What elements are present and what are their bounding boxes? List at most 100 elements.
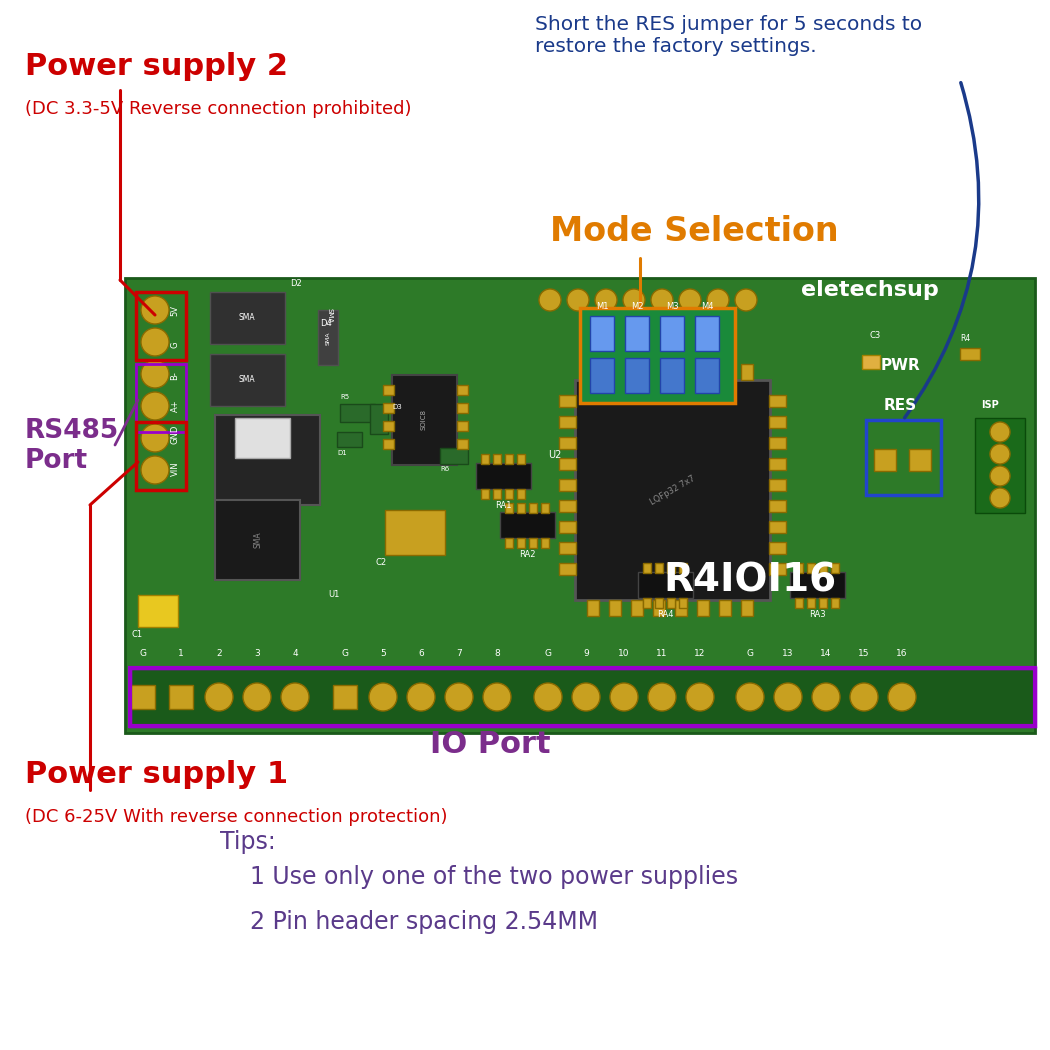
Bar: [769, 500, 786, 512]
Text: SMA: SMA: [327, 309, 333, 323]
Text: (DC 6-25V With reverse connection protection): (DC 6-25V With reverse connection protec…: [25, 808, 447, 826]
Bar: [679, 563, 687, 573]
Bar: [769, 479, 786, 491]
Bar: [667, 563, 675, 573]
Circle shape: [736, 682, 764, 711]
Text: 5: 5: [380, 649, 386, 658]
Bar: [517, 503, 525, 513]
Bar: [909, 449, 931, 471]
Circle shape: [735, 289, 757, 311]
Bar: [559, 521, 576, 533]
Bar: [975, 418, 1025, 513]
Bar: [667, 598, 675, 608]
Text: RA3: RA3: [810, 610, 825, 620]
Text: R5: R5: [340, 394, 349, 400]
Circle shape: [888, 682, 916, 711]
Text: M2: M2: [631, 302, 644, 311]
Bar: [138, 595, 179, 627]
Bar: [517, 489, 525, 499]
Text: RA1: RA1: [496, 501, 511, 510]
Bar: [609, 600, 621, 616]
Text: 16: 16: [897, 649, 908, 658]
Circle shape: [686, 682, 714, 711]
Bar: [769, 563, 786, 575]
Text: 2 Pin header spacing 2.54MM: 2 Pin header spacing 2.54MM: [250, 910, 598, 934]
Circle shape: [812, 682, 840, 711]
Bar: [590, 316, 614, 351]
Circle shape: [281, 682, 309, 711]
Text: SMA: SMA: [326, 331, 331, 344]
Bar: [575, 380, 770, 600]
Circle shape: [572, 682, 600, 711]
Bar: [505, 454, 513, 464]
Bar: [874, 449, 896, 471]
Circle shape: [407, 682, 435, 711]
Text: 2: 2: [216, 649, 222, 658]
Text: 4: 4: [292, 649, 298, 658]
Bar: [559, 458, 576, 470]
Text: 5V: 5V: [170, 304, 180, 316]
Text: D2: D2: [290, 278, 301, 288]
Text: PWR: PWR: [880, 357, 920, 373]
Bar: [795, 598, 803, 608]
Circle shape: [990, 466, 1010, 486]
Text: 6: 6: [418, 649, 424, 658]
Bar: [559, 437, 576, 449]
Text: G: G: [747, 649, 754, 658]
Bar: [337, 432, 362, 447]
Bar: [741, 600, 753, 616]
Bar: [643, 598, 651, 608]
Bar: [559, 416, 576, 428]
Bar: [383, 403, 394, 413]
Bar: [697, 600, 709, 616]
Text: 12: 12: [694, 649, 706, 658]
Bar: [125, 278, 1035, 733]
Text: 7: 7: [456, 649, 462, 658]
Bar: [235, 418, 290, 458]
Bar: [866, 420, 941, 495]
Bar: [383, 421, 394, 430]
Bar: [136, 292, 186, 360]
Text: C1: C1: [132, 630, 143, 639]
Text: SMA: SMA: [238, 314, 255, 322]
Bar: [769, 416, 786, 428]
Text: RS485
Port: RS485 Port: [25, 418, 120, 474]
Bar: [862, 355, 880, 369]
Bar: [819, 598, 827, 608]
Text: C3: C3: [870, 332, 881, 340]
Bar: [130, 668, 1035, 726]
Bar: [457, 385, 468, 395]
Text: 8: 8: [495, 649, 500, 658]
Text: Power supply 1: Power supply 1: [25, 760, 288, 789]
Bar: [960, 348, 980, 360]
Bar: [370, 404, 388, 434]
Circle shape: [141, 296, 169, 324]
Bar: [741, 364, 753, 380]
Bar: [660, 316, 684, 351]
Bar: [587, 600, 598, 616]
Bar: [340, 404, 375, 422]
Bar: [719, 600, 731, 616]
Text: U2: U2: [548, 450, 562, 460]
Circle shape: [445, 682, 472, 711]
Text: G: G: [341, 649, 349, 658]
Bar: [210, 354, 285, 406]
Bar: [440, 448, 468, 464]
Bar: [631, 364, 643, 380]
Circle shape: [679, 289, 701, 311]
Text: D3: D3: [392, 404, 402, 410]
Text: RA4: RA4: [657, 610, 674, 620]
Text: R6: R6: [440, 466, 449, 472]
Text: RA2: RA2: [520, 550, 536, 559]
Bar: [517, 538, 525, 548]
Bar: [457, 439, 468, 449]
Bar: [457, 421, 468, 430]
Bar: [385, 510, 445, 555]
Bar: [580, 308, 735, 403]
Bar: [675, 364, 687, 380]
Text: 1: 1: [178, 649, 184, 658]
Bar: [795, 563, 803, 573]
Text: Power supply 2: Power supply 2: [25, 52, 288, 81]
Bar: [136, 364, 186, 432]
Circle shape: [651, 289, 673, 311]
